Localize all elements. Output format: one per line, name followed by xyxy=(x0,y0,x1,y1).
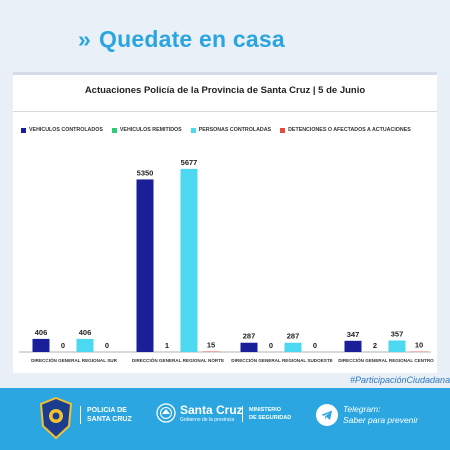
bar xyxy=(136,179,154,352)
footer-bar: POLICIA DE SANTA CRUZ Santa Cruz Gobiern… xyxy=(0,388,450,450)
legend-label: DETENCIONES O AFECTADOS A ACTUACIONES xyxy=(288,127,411,133)
bar xyxy=(76,338,94,352)
header-banner: » Quedate en casa xyxy=(0,0,450,72)
bar xyxy=(284,342,302,352)
legend-item: PERSONAS CONTROLADAS xyxy=(190,127,272,133)
data-label: 406 xyxy=(79,328,92,337)
legend-swatch xyxy=(111,127,117,133)
category-label: DIRECCIÓN GENERAL REGIONAL SUR xyxy=(31,356,118,363)
data-label: 357 xyxy=(391,329,404,338)
banner-title: » Quedate en casa xyxy=(78,26,285,53)
category-label: DIRECCIÓN GENERAL REGIONAL CENTRO xyxy=(338,356,434,363)
data-label: 2 xyxy=(373,341,377,350)
police-badge-icon xyxy=(39,396,73,440)
legend-item: VEHICULOS REMITIDOS xyxy=(111,127,182,133)
chevron-icon: » xyxy=(78,26,91,52)
ministry-line2: DE SEGURIDAD xyxy=(249,415,292,421)
data-label: 0 xyxy=(313,341,317,350)
chart-legend: VEHICULOS CONTROLADOS VEHICULOS REMITIDOS… xyxy=(21,125,437,135)
bar xyxy=(240,342,258,352)
data-label: 1 xyxy=(165,341,169,350)
legend-swatch xyxy=(190,127,196,133)
ministry-label: MINISTERIO DE SEGURIDAD xyxy=(242,406,291,422)
category-label: DIRECCIÓN GENERAL REGIONAL NORTE xyxy=(132,356,224,363)
data-label: 10 xyxy=(415,341,423,350)
data-label: 287 xyxy=(287,332,300,341)
police-line1: POLICIA DE xyxy=(87,407,127,414)
data-label: 406 xyxy=(35,328,48,337)
brand-subtitle: Gobierno de la provincia xyxy=(180,417,235,423)
data-label: 5677 xyxy=(181,158,198,167)
data-label: 0 xyxy=(269,341,273,350)
bar xyxy=(32,338,50,352)
legend-label: VEHICULOS REMITIDOS xyxy=(119,127,182,133)
police-label: POLICIA DE SANTA CRUZ xyxy=(80,406,132,424)
legend-label: PERSONAS CONTROLADAS xyxy=(198,127,272,133)
data-label: 5350 xyxy=(137,168,154,177)
police-line2: SANTA CRUZ xyxy=(87,416,132,423)
chart-card: Actuaciones Policía de la Provincia de S… xyxy=(13,72,437,373)
legend-item: DETENCIONES O AFECTADOS A ACTUACIONES xyxy=(280,127,411,133)
legend-item: VEHICULOS CONTROLADOS xyxy=(21,127,103,133)
telegram-text: Telegram: Saber para prevenir xyxy=(343,404,418,426)
ministry-line1: MINISTERIO xyxy=(249,407,282,413)
province-seal-icon xyxy=(156,403,176,423)
data-label: 15 xyxy=(207,341,215,350)
telegram-icon xyxy=(316,404,338,426)
legend-label: VEHICULOS CONTROLADOS xyxy=(29,127,103,133)
banner-title-text: Quedate en casa xyxy=(99,26,285,52)
hashtag: #ParticipaciónCiudadana xyxy=(350,375,450,385)
bar xyxy=(388,340,406,352)
telegram-line2: Saber para prevenir xyxy=(343,415,419,425)
bar-chart: 406 0 406 0 DIRECCIÓN GENERAL REGIONAL SUR 53… xyxy=(19,158,434,363)
bar xyxy=(344,340,362,352)
brand-name: Santa Cruz xyxy=(180,403,243,417)
category-label: DIRECCIÓN GENERAL REGIONAL SUDOESTE xyxy=(231,356,332,363)
data-label: 0 xyxy=(61,341,65,350)
legend-swatch xyxy=(280,127,286,133)
data-label: 287 xyxy=(243,332,256,341)
bar xyxy=(180,168,198,352)
data-label: 347 xyxy=(347,330,360,339)
title-divider xyxy=(13,111,437,112)
province-brand: Santa Cruz Gobierno de la provincia xyxy=(180,404,243,424)
telegram-line1: Telegram: xyxy=(343,404,381,414)
data-label: 0 xyxy=(105,341,109,350)
legend-swatch xyxy=(21,127,26,133)
chart-title: Actuaciones Policía de la Provincia de S… xyxy=(84,85,366,96)
